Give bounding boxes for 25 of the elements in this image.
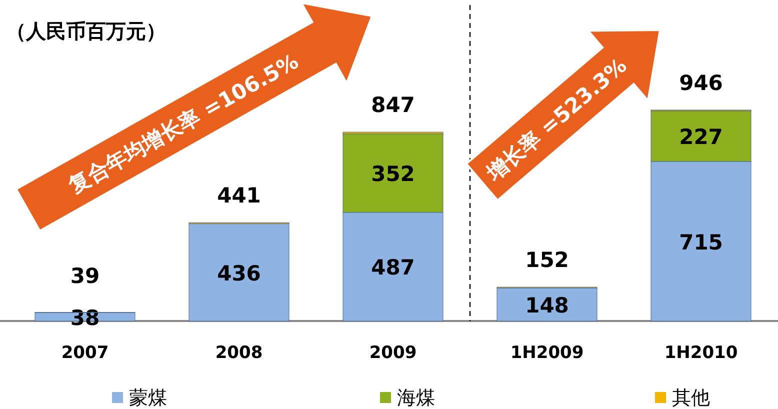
total-label: 441 — [217, 184, 261, 208]
total-label: 39 — [70, 264, 100, 288]
data-label: 487 — [371, 256, 415, 280]
data-label: 715 — [679, 230, 723, 254]
data-label: 227 — [679, 125, 723, 150]
legend-label: 海煤 — [397, 387, 435, 409]
data-label: 436 — [217, 261, 261, 286]
x-tick-label: 2009 — [369, 343, 417, 363]
total-label: 152 — [525, 248, 569, 272]
data-label: 352 — [371, 162, 415, 186]
legend-item: 海煤 — [380, 387, 435, 409]
total-label: 946 — [679, 71, 723, 95]
x-tick-label: 2007 — [61, 343, 109, 363]
data-label: 38 — [70, 306, 100, 330]
legend-item: 其他 — [655, 387, 710, 409]
total-label: 847 — [371, 93, 415, 118]
legend-label: 蒙煤 — [129, 387, 167, 409]
bar — [188, 224, 290, 322]
legend-label: 其他 — [672, 387, 710, 409]
legend-item: 蒙煤 — [112, 387, 167, 409]
x-tick-label: 1H2010 — [664, 343, 738, 363]
x-tick-label: 2008 — [215, 343, 263, 363]
data-label: 148 — [525, 293, 569, 318]
chart-title: （人民币百万元） — [6, 19, 166, 43]
x-tick-label: 1H2009 — [510, 343, 584, 363]
